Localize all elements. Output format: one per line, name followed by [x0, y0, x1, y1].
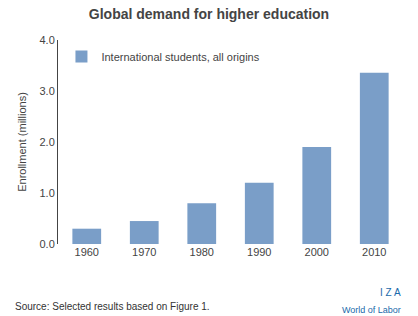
svg-text:2.0: 2.0 — [40, 136, 55, 148]
svg-text:1970: 1970 — [132, 246, 156, 258]
svg-text:I Z A: I Z A — [380, 287, 401, 298]
svg-text:2010: 2010 — [362, 246, 386, 258]
svg-text:Source: Selected results based: Source: Selected results based on Figure… — [15, 301, 210, 312]
svg-text:1960: 1960 — [75, 246, 99, 258]
svg-text:1990: 1990 — [247, 246, 271, 258]
svg-text:4.0: 4.0 — [40, 34, 55, 46]
svg-text:Enrollment (millions): Enrollment (millions) — [16, 92, 28, 192]
svg-text:Global demand for higher educa: Global demand for higher education — [89, 6, 329, 22]
svg-text:World of Labor: World of Labor — [342, 305, 401, 315]
svg-text:2000: 2000 — [305, 246, 329, 258]
svg-text:1.0: 1.0 — [40, 187, 55, 199]
svg-text:1980: 1980 — [190, 246, 214, 258]
svg-text:3.0: 3.0 — [40, 85, 55, 97]
svg-text:International students, all or: International students, all origins — [101, 51, 259, 63]
svg-text:0.0: 0.0 — [40, 238, 55, 250]
